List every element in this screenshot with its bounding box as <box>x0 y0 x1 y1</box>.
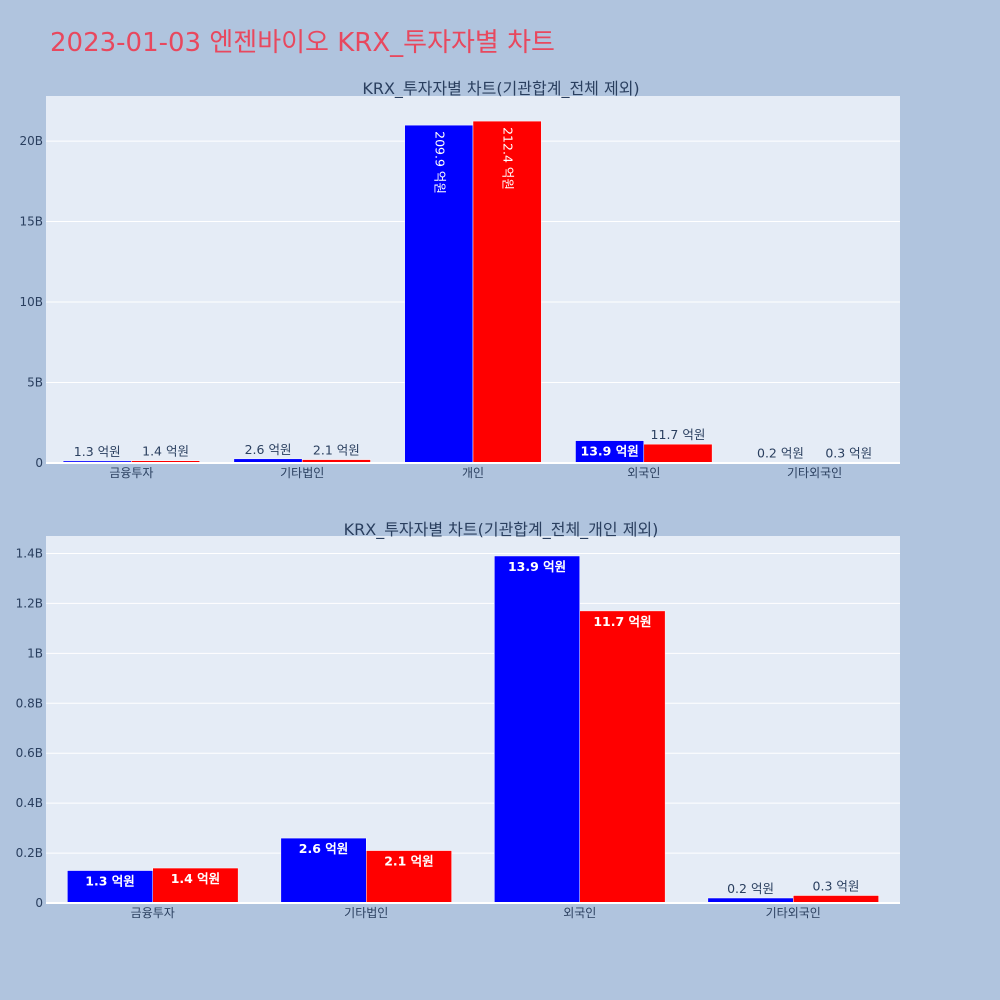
data-label: 0.2 억원 <box>727 881 774 896</box>
y-tick-label: 0.6B <box>16 746 43 760</box>
data-label: 13.9 억원 <box>581 444 639 459</box>
x-tick-label: 금융투자 <box>131 906 175 920</box>
y-tick-label: 0 <box>35 896 43 910</box>
y-tick-label: 0 <box>35 456 43 470</box>
bar-red <box>643 443 713 464</box>
data-label: 11.7 억원 <box>651 427 706 442</box>
chart-upper: 0 5B 10B 15B 20B 금융투자 기타법인 개인 외국인 기타외국인 1.3 억원 2.6 … <box>19 79 900 480</box>
x-tick-label: 금융투자 <box>109 466 153 480</box>
data-label: 212.4 억원 <box>501 127 516 190</box>
x-tick-label: 기타법인 <box>344 906 388 920</box>
data-label: 2.6 억원 <box>245 442 292 457</box>
data-label: 209.9 억원 <box>432 131 447 194</box>
y-tick-label: 20B <box>19 134 43 148</box>
bar-red <box>152 867 239 904</box>
chart-lower: 0 0.2B 0.4B 0.6B 0.8B 1B 1.2B 1.4B 금융투자 기타법인 외국인 기타… <box>16 520 900 920</box>
data-label: 2.6 억원 <box>299 841 349 856</box>
bar-red <box>793 895 879 904</box>
data-label: 0.3 억원 <box>825 446 872 461</box>
data-label: 0.3 억원 <box>813 879 860 894</box>
bar-blue <box>280 837 367 904</box>
x-tick-label: 외국인 <box>627 466 660 480</box>
data-label: 1.3 억원 <box>74 444 121 459</box>
x-tick-label: 외국인 <box>563 906 596 920</box>
bar-blue <box>67 870 153 904</box>
y-tick-label: 0.4B <box>16 796 43 810</box>
x-tick-label: 기타외국인 <box>766 906 821 920</box>
y-tick-label: 0.2B <box>16 846 43 860</box>
page-title: 2023-01-03 엔젠바이오 KRX_투자자별 차트 <box>50 28 555 58</box>
bar-red <box>579 610 666 904</box>
data-label: 11.7 억원 <box>593 614 651 629</box>
data-label: 1.4 억원 <box>142 444 189 459</box>
data-label: 2.1 억원 <box>384 854 434 869</box>
data-label: 1.3 억원 <box>85 874 135 889</box>
data-label: 2.1 억원 <box>313 443 360 458</box>
bar-blue <box>494 555 581 904</box>
bar-blue <box>404 124 474 464</box>
x-tick-label: 개인 <box>462 466 484 480</box>
y-tick-label: 15B <box>19 215 43 229</box>
y-tick-label: 1.2B <box>16 596 43 610</box>
data-label: 0.2 억원 <box>757 446 804 461</box>
x-tick-label: 기타외국인 <box>787 466 842 480</box>
data-label: 13.9 억원 <box>508 559 566 574</box>
plot-area <box>46 536 900 903</box>
bar-red <box>472 120 542 464</box>
data-label: 1.4 억원 <box>171 871 221 886</box>
bar-red <box>366 850 452 904</box>
y-tick-label: 5B <box>27 376 43 390</box>
x-tick-label: 기타법인 <box>280 466 324 480</box>
y-tick-label: 1B <box>27 646 43 660</box>
chart-title: KRX_투자자별 차트(기관합계_전체_개인 제외) <box>344 520 659 540</box>
y-tick-label: 0.8B <box>16 696 43 710</box>
chart-title: KRX_투자자별 차트(기관합계_전체 제외) <box>362 79 639 99</box>
y-tick-label: 10B <box>19 295 43 309</box>
y-tick-label: 1.4B <box>16 546 43 560</box>
